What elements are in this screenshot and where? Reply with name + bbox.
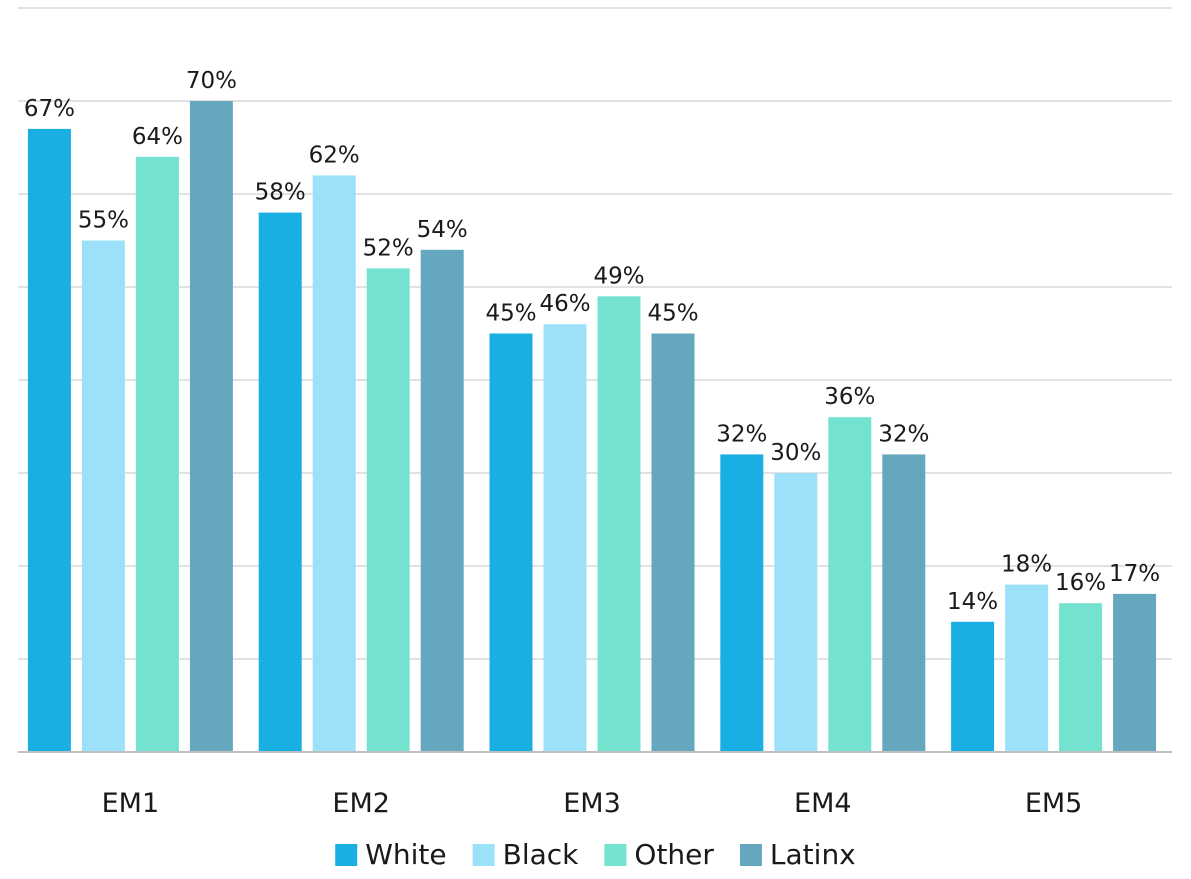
data-label: 70% (186, 68, 237, 94)
bar-other-em4 (828, 417, 872, 752)
legend-swatch (472, 844, 495, 866)
legend: White Black Other Latinx (335, 838, 856, 871)
data-label: 32% (878, 421, 929, 447)
x-tick-label: EM5 (1025, 788, 1083, 819)
legend-label: Other (634, 838, 714, 871)
legend-item-other: Other (604, 838, 714, 871)
bar-white-em2 (258, 212, 302, 753)
data-label: 36% (824, 384, 875, 410)
bar-black-em2 (312, 175, 356, 752)
data-label: 58% (255, 180, 306, 206)
x-tick-label: EM3 (563, 788, 621, 819)
bar-latinx-em3 (651, 333, 695, 752)
bar-other-em2 (366, 268, 410, 752)
bar-other-em5 (1059, 603, 1103, 752)
legend-label: White (365, 838, 446, 871)
data-label: 64% (132, 124, 183, 150)
legend-item-latinx: Latinx (739, 838, 856, 871)
data-label: 17% (1109, 561, 1160, 587)
legend-swatch (335, 844, 358, 866)
legend-item-white: White (335, 838, 447, 871)
bar-white-em1 (27, 128, 71, 752)
bar-black-em1 (81, 240, 125, 752)
x-tick-label: EM2 (332, 788, 390, 819)
data-label: 49% (593, 263, 644, 289)
legend-label: Latinx (770, 838, 856, 871)
bar-white-em4 (720, 454, 764, 752)
bar-other-em3 (597, 296, 641, 752)
data-label: 54% (417, 217, 468, 243)
bar-black-em5 (1005, 584, 1049, 752)
data-label: 45% (647, 301, 698, 327)
bar-latinx-em1 (189, 101, 233, 752)
data-label: 30% (770, 440, 821, 466)
data-label: 67% (24, 96, 75, 122)
legend-swatch (604, 844, 627, 866)
bar-white-em5 (951, 621, 995, 752)
data-label: 52% (363, 235, 414, 261)
data-label: 32% (716, 421, 767, 447)
x-tick-label: EM1 (102, 788, 160, 819)
value-labels: 67%55%64%70%58%62%52%54%45% 46%49%45%32%3… (24, 68, 1160, 615)
x-tick-label: EM4 (794, 788, 852, 819)
bar-latinx-em2 (420, 249, 464, 753)
legend-item-black: Black (472, 838, 580, 871)
bar-black-em3 (543, 324, 587, 752)
data-label: 46% (539, 291, 590, 317)
data-label: 16% (1055, 570, 1106, 596)
x-axis: EM1 EM2 EM3 EM4 EM5 (18, 751, 1172, 819)
bar-black-em4 (774, 473, 818, 752)
data-label: 62% (309, 142, 360, 168)
data-label: 45% (485, 301, 536, 327)
legend-swatch (739, 844, 762, 866)
bar-white-em3 (489, 333, 533, 752)
bar-other-em1 (135, 156, 179, 753)
data-label: 55% (78, 208, 129, 234)
bar-latinx-em4 (882, 454, 926, 752)
data-label: 18% (1001, 552, 1052, 578)
bars (27, 101, 1157, 753)
data-label: 14% (947, 589, 998, 615)
legend-label: Black (503, 838, 580, 871)
bar-latinx-em5 (1113, 593, 1157, 752)
